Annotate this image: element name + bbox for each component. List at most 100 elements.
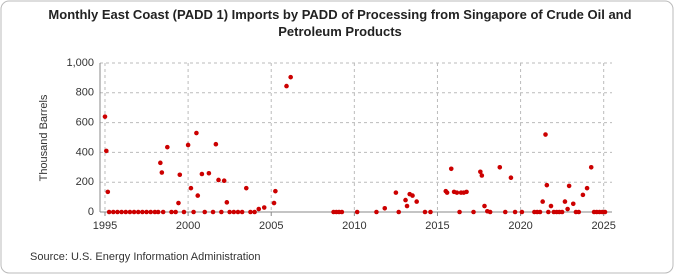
point: [169, 209, 174, 215]
point: [284, 83, 289, 89]
point: [194, 130, 199, 136]
point: [202, 209, 208, 215]
point: [602, 209, 608, 215]
point: [339, 209, 345, 215]
point: [119, 209, 124, 215]
y-tick-label: 600: [76, 117, 94, 129]
point: [537, 209, 543, 215]
point: [185, 142, 191, 148]
point: [457, 209, 462, 215]
point: [188, 185, 194, 191]
point: [135, 209, 141, 215]
point: [584, 185, 590, 191]
point: [562, 199, 568, 204]
point: [152, 209, 158, 215]
point: [110, 209, 116, 215]
point: [102, 114, 108, 119]
point: [559, 209, 565, 215]
point: [382, 205, 388, 211]
point: [173, 209, 178, 215]
point: [176, 200, 181, 206]
point: [199, 171, 205, 177]
y-tick-label: 800: [76, 87, 94, 99]
point: [570, 201, 576, 207]
x-tick-label: 2010: [342, 220, 366, 232]
point: [155, 209, 161, 215]
point: [248, 209, 253, 215]
point: [158, 160, 163, 166]
y-tick-label: 1,000: [66, 57, 94, 69]
point: [546, 209, 551, 215]
point: [105, 189, 111, 195]
point: [487, 209, 493, 215]
point: [508, 175, 514, 181]
point: [471, 209, 476, 215]
chart-title: Monthly East Coast (PADD 1) Imports by P…: [48, 7, 632, 39]
point: [144, 209, 149, 215]
point: [256, 206, 262, 212]
point: [565, 206, 570, 212]
point: [540, 199, 545, 204]
point: [464, 189, 469, 195]
point: [576, 209, 582, 215]
x-tick-label: 1995: [93, 220, 117, 232]
point: [127, 209, 133, 215]
point: [479, 173, 485, 178]
point: [131, 209, 137, 215]
point: [482, 203, 487, 209]
point: [123, 209, 129, 215]
point: [210, 209, 216, 215]
point: [422, 209, 428, 215]
point: [239, 209, 245, 215]
point: [273, 188, 278, 194]
point: [393, 190, 399, 195]
point: [224, 200, 230, 205]
point: [235, 209, 241, 215]
point: [165, 144, 170, 150]
y-axis-label: Thousand Barrels: [38, 94, 50, 181]
point: [148, 209, 154, 215]
point: [410, 193, 415, 198]
point: [219, 209, 224, 215]
point: [478, 169, 483, 175]
point: [512, 209, 518, 215]
point: [580, 192, 586, 198]
x-tick-label: 2020: [508, 220, 532, 232]
x-tick-label: 2000: [176, 220, 200, 232]
point: [444, 190, 450, 195]
point: [160, 209, 166, 215]
point: [448, 166, 454, 172]
point: [243, 185, 249, 191]
point: [404, 203, 410, 209]
x-tick-label: 2005: [259, 220, 283, 232]
point: [271, 200, 277, 206]
point: [548, 203, 554, 209]
point: [403, 197, 408, 203]
point: [115, 209, 120, 215]
x-tick-label: 2025: [591, 220, 615, 232]
x-tick-label: 2015: [425, 220, 449, 232]
point: [191, 209, 196, 215]
point: [231, 209, 237, 215]
point: [566, 183, 572, 189]
y-tick-label: 400: [76, 146, 94, 158]
point: [252, 209, 257, 215]
point: [177, 172, 183, 178]
point: [221, 178, 227, 184]
point: [159, 170, 165, 175]
point: [588, 165, 594, 170]
point: [213, 141, 219, 147]
point: [288, 74, 293, 80]
point: [216, 177, 221, 183]
point: [502, 209, 508, 215]
point: [396, 209, 402, 215]
point: [414, 199, 419, 204]
point: [206, 170, 212, 176]
point: [227, 209, 232, 215]
point: [454, 190, 460, 195]
y-tick-label: 200: [76, 176, 94, 188]
point: [195, 193, 201, 198]
point: [354, 209, 360, 215]
